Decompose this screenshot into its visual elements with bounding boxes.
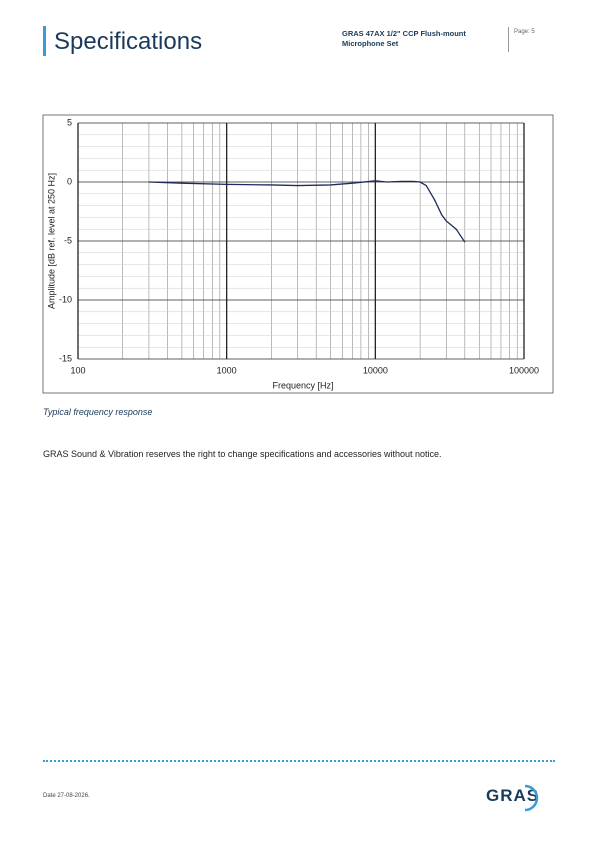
page-title: Specifications: [54, 28, 203, 55]
notice: GRAS Sound & Vibration reserves the righ…: [43, 449, 442, 459]
divider: [43, 760, 555, 762]
x-tick-label: 100: [70, 365, 85, 375]
y-tick-label: -10: [59, 294, 72, 304]
y-tick-label: 5: [67, 117, 72, 127]
accent-bar: [43, 26, 46, 56]
chart: Frequency [Hz] Amplitude [dB ref. level …: [42, 114, 554, 394]
logo: GRAS: [486, 786, 540, 805]
data-line: [148, 180, 466, 243]
y-tick-label: -5: [64, 235, 72, 245]
separator: [508, 27, 509, 52]
x-tick-label: 10000: [363, 365, 388, 375]
x-axis-label: Frequency [Hz]: [272, 380, 333, 390]
y-tick-label: 0: [67, 176, 72, 186]
x-tick-label: 100000: [509, 365, 539, 375]
caption: Typical frequency response: [43, 407, 153, 417]
chart-frame: [42, 114, 554, 394]
y-axis-label: Amplitude [dB ref. level at 250 Hz]: [46, 173, 56, 309]
product-name: GRAS 47AX 1/2" CCP Flush-mount Microphon…: [342, 29, 466, 48]
logo-arc: [524, 784, 539, 812]
date: Date 27-08-2026.: [43, 793, 90, 799]
x-tick-label: 1000: [217, 365, 237, 375]
y-tick-label: -15: [59, 353, 72, 363]
page-number: Page: 5: [514, 29, 535, 35]
